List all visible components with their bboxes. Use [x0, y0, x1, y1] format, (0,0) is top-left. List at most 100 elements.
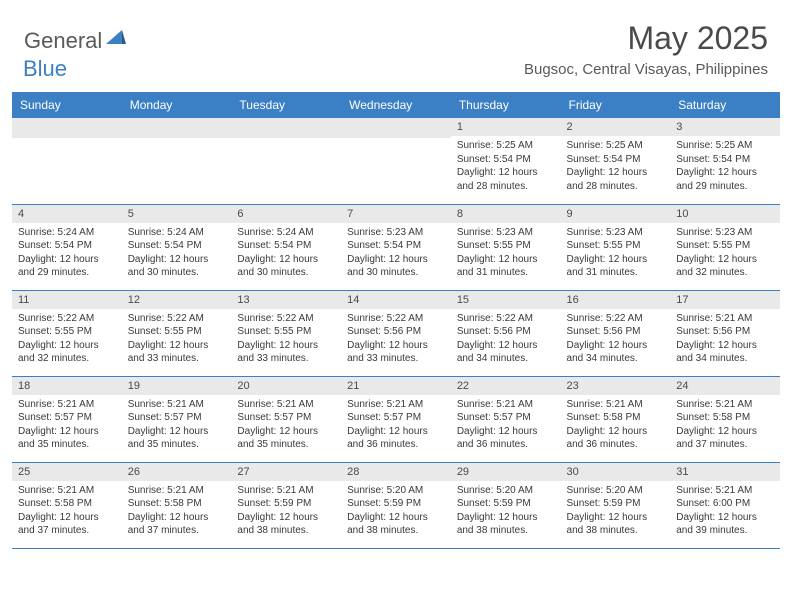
calendar-week-row: 4Sunrise: 5:24 AMSunset: 5:54 PMDaylight… — [12, 204, 780, 290]
day-detail-line: Sunset: 6:00 PM — [676, 497, 774, 511]
day-detail-line: Sunset: 5:56 PM — [457, 325, 555, 339]
day-details: Sunrise: 5:21 AMSunset: 5:57 PMDaylight:… — [341, 395, 451, 454]
day-number: 7 — [341, 205, 451, 223]
day-details: Sunrise: 5:21 AMSunset: 5:57 PMDaylight:… — [122, 395, 232, 454]
calendar-day-cell: 10Sunrise: 5:23 AMSunset: 5:55 PMDayligh… — [670, 204, 780, 290]
day-detail-line: Sunrise: 5:24 AM — [18, 226, 116, 240]
day-detail-line: Sunrise: 5:21 AM — [237, 398, 335, 412]
day-number: 13 — [231, 291, 341, 309]
day-number: 10 — [670, 205, 780, 223]
empty-day — [231, 118, 341, 138]
calendar-day-cell: 13Sunrise: 5:22 AMSunset: 5:55 PMDayligh… — [231, 290, 341, 376]
day-detail-line: Sunset: 5:59 PM — [567, 497, 665, 511]
day-detail-line: and 34 minutes. — [567, 352, 665, 366]
day-detail-line: Sunset: 5:57 PM — [18, 411, 116, 425]
calendar-day-cell: 7Sunrise: 5:23 AMSunset: 5:54 PMDaylight… — [341, 204, 451, 290]
day-detail-line: Daylight: 12 hours — [347, 253, 445, 267]
day-details: Sunrise: 5:21 AMSunset: 5:58 PMDaylight:… — [12, 481, 122, 540]
day-details: Sunrise: 5:23 AMSunset: 5:55 PMDaylight:… — [670, 223, 780, 282]
day-detail-line: Daylight: 12 hours — [237, 253, 335, 267]
empty-day — [122, 118, 232, 138]
day-detail-line: and 37 minutes. — [676, 438, 774, 452]
day-number: 15 — [451, 291, 561, 309]
calendar-day-cell — [122, 118, 232, 204]
day-detail-line: and 30 minutes. — [237, 266, 335, 280]
logo: General — [24, 28, 128, 54]
day-detail-line: and 38 minutes. — [567, 524, 665, 538]
day-details: Sunrise: 5:23 AMSunset: 5:55 PMDaylight:… — [561, 223, 671, 282]
day-detail-line: Daylight: 12 hours — [128, 425, 226, 439]
calendar-day-cell: 25Sunrise: 5:21 AMSunset: 5:58 PMDayligh… — [12, 462, 122, 548]
calendar-day-cell: 9Sunrise: 5:23 AMSunset: 5:55 PMDaylight… — [561, 204, 671, 290]
weekday-header: Tuesday — [231, 92, 341, 118]
day-detail-line: Sunset: 5:57 PM — [128, 411, 226, 425]
day-number: 19 — [122, 377, 232, 395]
weekday-header: Wednesday — [341, 92, 451, 118]
logo-triangle-icon — [106, 28, 126, 51]
day-details: Sunrise: 5:20 AMSunset: 5:59 PMDaylight:… — [451, 481, 561, 540]
location-text: Bugsoc, Central Visayas, Philippines — [524, 61, 768, 78]
day-detail-line: and 37 minutes. — [18, 524, 116, 538]
day-number: 21 — [341, 377, 451, 395]
day-detail-line: and 28 minutes. — [457, 180, 555, 194]
day-detail-line: Sunset: 5:55 PM — [128, 325, 226, 339]
day-number: 8 — [451, 205, 561, 223]
calendar-day-cell: 28Sunrise: 5:20 AMSunset: 5:59 PMDayligh… — [341, 462, 451, 548]
day-detail-line: Sunset: 5:58 PM — [676, 411, 774, 425]
day-number: 1 — [451, 118, 561, 136]
day-details: Sunrise: 5:24 AMSunset: 5:54 PMDaylight:… — [12, 223, 122, 282]
day-detail-line: and 36 minutes. — [457, 438, 555, 452]
day-detail-line: Sunset: 5:58 PM — [18, 497, 116, 511]
calendar-day-cell: 24Sunrise: 5:21 AMSunset: 5:58 PMDayligh… — [670, 376, 780, 462]
day-detail-line: Sunrise: 5:21 AM — [567, 398, 665, 412]
month-title: May 2025 — [524, 20, 768, 57]
calendar-day-cell: 17Sunrise: 5:21 AMSunset: 5:56 PMDayligh… — [670, 290, 780, 376]
day-details: Sunrise: 5:25 AMSunset: 5:54 PMDaylight:… — [451, 136, 561, 195]
day-detail-line: and 38 minutes. — [237, 524, 335, 538]
calendar-day-cell: 31Sunrise: 5:21 AMSunset: 6:00 PMDayligh… — [670, 462, 780, 548]
day-detail-line: and 31 minutes. — [457, 266, 555, 280]
day-number: 12 — [122, 291, 232, 309]
calendar-day-cell: 26Sunrise: 5:21 AMSunset: 5:58 PMDayligh… — [122, 462, 232, 548]
calendar-day-cell: 29Sunrise: 5:20 AMSunset: 5:59 PMDayligh… — [451, 462, 561, 548]
day-detail-line: Sunset: 5:55 PM — [567, 239, 665, 253]
day-detail-line: Sunset: 5:58 PM — [567, 411, 665, 425]
logo-text-blue: Blue — [23, 56, 67, 81]
day-detail-line: Daylight: 12 hours — [676, 511, 774, 525]
day-details: Sunrise: 5:22 AMSunset: 5:56 PMDaylight:… — [341, 309, 451, 368]
day-detail-line: and 30 minutes. — [128, 266, 226, 280]
calendar-day-cell: 8Sunrise: 5:23 AMSunset: 5:55 PMDaylight… — [451, 204, 561, 290]
calendar-header-row: SundayMondayTuesdayWednesdayThursdayFrid… — [12, 92, 780, 118]
calendar-day-cell: 20Sunrise: 5:21 AMSunset: 5:57 PMDayligh… — [231, 376, 341, 462]
day-detail-line: and 36 minutes. — [567, 438, 665, 452]
day-detail-line: Sunrise: 5:22 AM — [347, 312, 445, 326]
day-detail-line: Daylight: 12 hours — [18, 425, 116, 439]
calendar-day-cell: 1Sunrise: 5:25 AMSunset: 5:54 PMDaylight… — [451, 118, 561, 204]
day-detail-line: Sunset: 5:55 PM — [237, 325, 335, 339]
calendar-week-row: 18Sunrise: 5:21 AMSunset: 5:57 PMDayligh… — [12, 376, 780, 462]
day-number: 27 — [231, 463, 341, 481]
day-detail-line: Sunset: 5:57 PM — [457, 411, 555, 425]
calendar-day-cell: 22Sunrise: 5:21 AMSunset: 5:57 PMDayligh… — [451, 376, 561, 462]
day-detail-line: and 37 minutes. — [128, 524, 226, 538]
weekday-header: Thursday — [451, 92, 561, 118]
day-number: 2 — [561, 118, 671, 136]
day-number: 23 — [561, 377, 671, 395]
day-detail-line: Daylight: 12 hours — [128, 253, 226, 267]
day-details: Sunrise: 5:21 AMSunset: 5:58 PMDaylight:… — [670, 395, 780, 454]
calendar-day-cell: 6Sunrise: 5:24 AMSunset: 5:54 PMDaylight… — [231, 204, 341, 290]
calendar-day-cell — [231, 118, 341, 204]
day-detail-line: Sunrise: 5:22 AM — [567, 312, 665, 326]
day-detail-line: Sunset: 5:58 PM — [128, 497, 226, 511]
day-number: 22 — [451, 377, 561, 395]
day-detail-line: Sunrise: 5:23 AM — [457, 226, 555, 240]
day-detail-line: Sunset: 5:54 PM — [676, 153, 774, 167]
day-details: Sunrise: 5:23 AMSunset: 5:55 PMDaylight:… — [451, 223, 561, 282]
day-detail-line: Sunrise: 5:21 AM — [676, 398, 774, 412]
day-detail-line: Sunset: 5:56 PM — [567, 325, 665, 339]
day-number: 5 — [122, 205, 232, 223]
day-detail-line: Sunrise: 5:23 AM — [567, 226, 665, 240]
day-detail-line: Sunset: 5:54 PM — [128, 239, 226, 253]
day-detail-line: Sunrise: 5:21 AM — [676, 484, 774, 498]
day-detail-line: and 33 minutes. — [237, 352, 335, 366]
